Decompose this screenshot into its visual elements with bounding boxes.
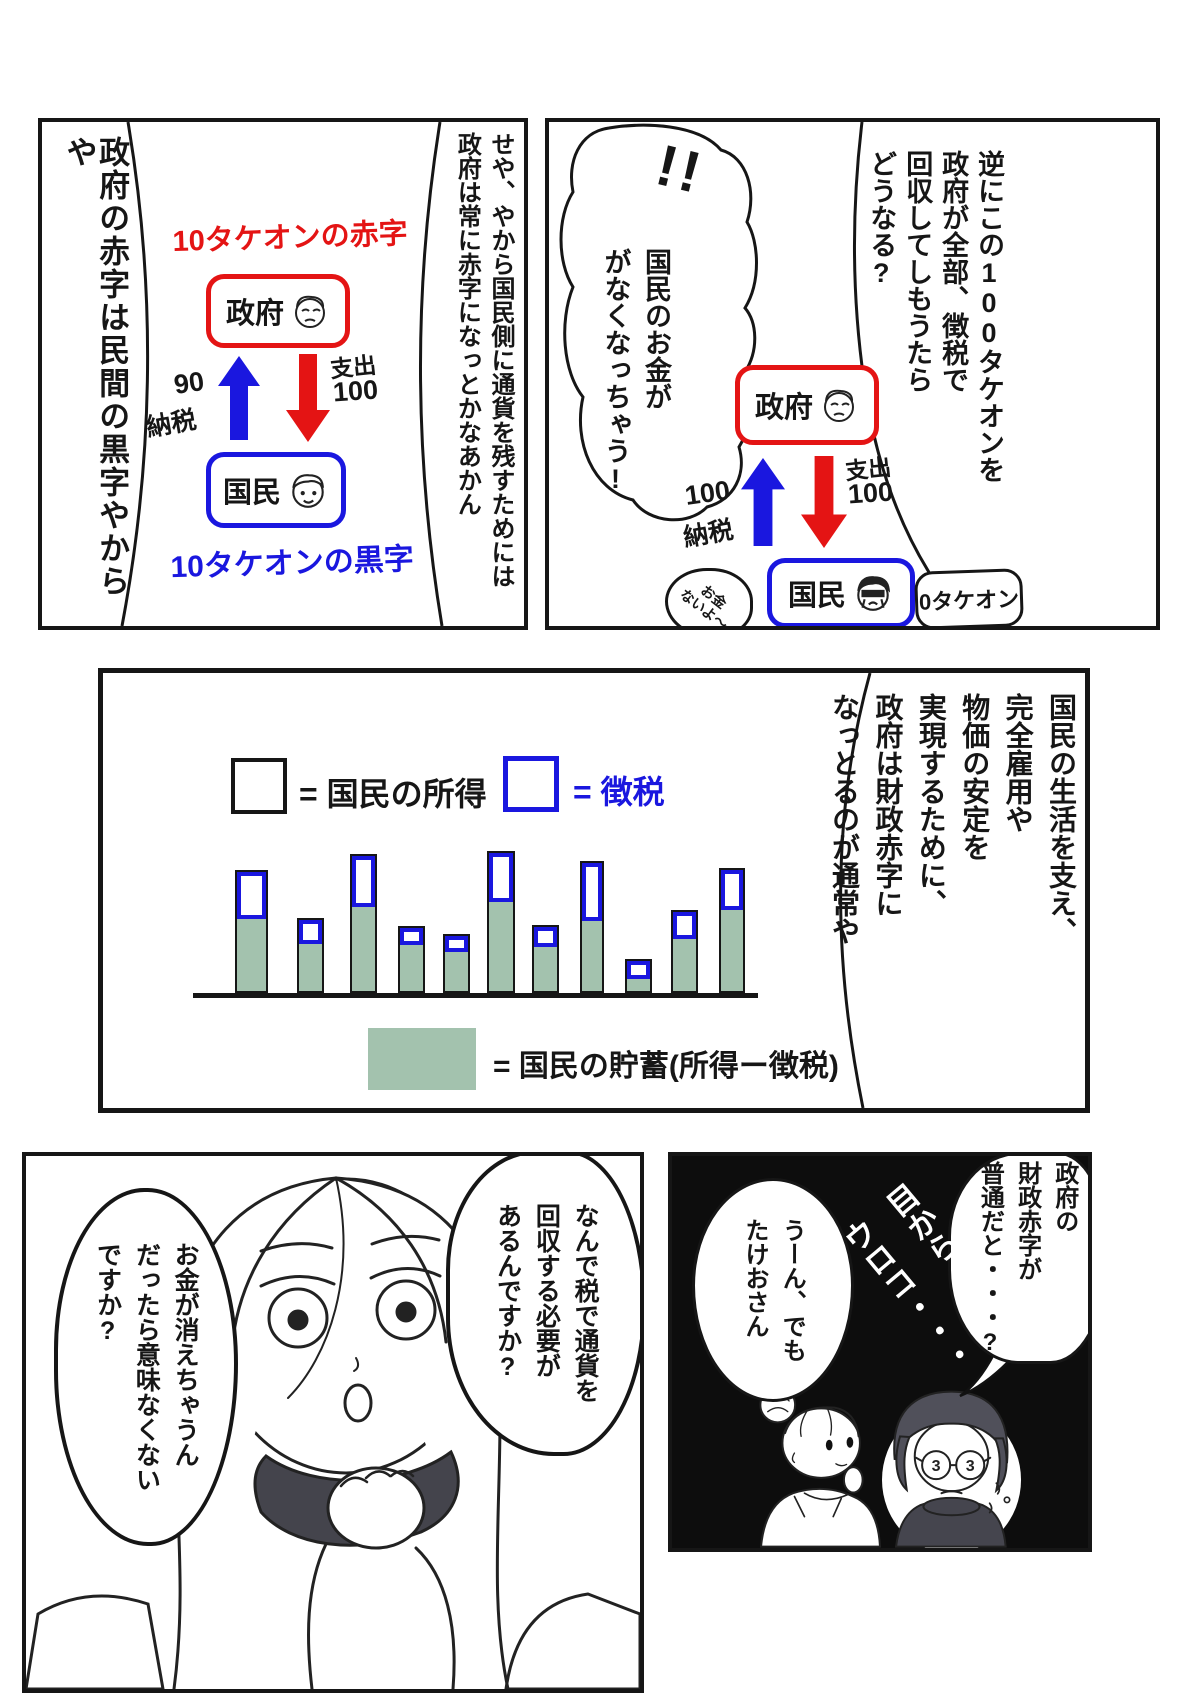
citizen-label: 国民 [787,580,846,612]
spend-amount: 100 [846,476,895,510]
savings-segment [352,907,375,991]
savings-segment [627,979,650,991]
shock-marks: !! [649,132,711,207]
gov-face-icon [824,389,854,422]
income-bar [580,861,604,993]
tax-segment [400,928,423,945]
speech-umm-takeo: うーん、でも たけおさん [741,1218,806,1362]
shout-no-money: 国民のお金が がなくなっちゃう! [600,248,672,494]
zero-takeon-bubble: 0タケオン [914,568,1024,626]
spend-amount: 100 [331,374,380,408]
tax-segment [299,920,322,944]
svg-text:3: 3 [966,1457,975,1475]
no-money-bubble: お金 ないよ〜 [665,568,753,630]
legend-savings-label: = 国民の貯蓄(所得ー徴税) [493,1050,839,1083]
tax-amount: 100 [683,475,732,511]
savings-segment [534,947,557,991]
tax-segment [445,936,468,952]
panel-chart: = 国民の所得 = 徴税 = 国民の貯蓄(所得ー徴税) 国民の生活を支え、 完全… [98,668,1090,1113]
tax-segment [721,870,743,910]
income-bar [350,854,377,993]
legend-income-label: = 国民の所得 [299,776,487,812]
gov-face-icon [295,295,325,328]
tax-word: 納税 [144,405,199,443]
savings-segment [582,921,602,991]
speech-deficit-normal-question: 政府の 財政赤字が 普通だと・・・? [976,1160,1078,1356]
tax-segment [489,853,513,902]
speech-bubble-deficit-normal: 政府の 財政赤字が 普通だと・・・? [948,1156,1088,1364]
savings-segment [299,944,322,991]
tax-segment [582,863,602,921]
legend-tax-swatch [503,756,559,812]
legend-tax-label: = 徴税 [573,774,665,810]
bar-chart [103,673,1085,993]
chart-baseline-axis [193,993,758,998]
no-money-text: お金 ないよ〜 [677,581,731,630]
tax-amount: 90 [171,366,206,400]
government-label: 政府 [754,392,813,424]
speech-keep-currency: せや、やから国民側に通貨を残すためには 政府は常に赤字になっとかなあかん [453,132,514,588]
citizen-box: 国民 [206,452,346,528]
spend-down-arrow-icon [286,354,330,442]
savings-segment [400,945,423,991]
speech-deficit-normal: 国民の生活を支え、 完全雇用や 物価の安定を 実現するために、 政府は財政赤字に… [829,693,1077,945]
legend-savings-swatch [368,1028,476,1090]
savings-segment [673,939,696,991]
income-bar [625,959,652,993]
tax-up-arrow-icon [218,356,260,440]
speech-bubble-pointless: お金が消えちゃうん だったら意味なくない ですか? [54,1188,238,1546]
surplus-label: 10タケオンの黒字 [169,542,415,585]
government-label: 政府 [225,298,284,330]
government-box: 政府 [735,365,879,445]
svg-text:3: 3 [932,1457,941,1475]
savings-segment [489,902,513,991]
speech-bubble-why-collect: なんで税で通貨を 回収する必要が あるんですか? [446,1156,640,1456]
tax-up-arrow-icon [741,458,785,546]
tax-segment [352,856,375,907]
deficit-label: 10タケオンの赤字 [171,217,409,259]
panel-bottom-left: なんで税で通貨を 回収する必要が あるんですか? お金が消えちゃうん だったら意… [22,1152,644,1693]
citizen-label: 国民 [222,477,281,509]
speech-why-collect: なんで税で通貨を 回収する必要が あるんですか? [493,1203,600,1403]
legend-income-swatch [231,758,287,814]
income-bar [235,870,268,993]
speech-collect-all: 逆にこの100タケオンを 政府が全部、徴税で 回収してしもうたら どうなる? [866,150,1004,483]
tax-word: 納税 [681,515,736,553]
panel-top-right: 逆にこの100タケオンを 政府が全部、徴税で 回収してしもうたら どうなる? !… [545,118,1160,630]
income-bar [532,925,559,993]
income-bar [398,926,425,993]
tax-segment [627,961,650,979]
headline-gov-deficit: 政府の赤字は民間の黒字やからや [61,136,130,598]
savings-segment [721,910,743,991]
tax-segment [673,912,696,939]
panel-top-left: 政府の赤字は民間の黒字やからや せや、やから国民側に通貨を残すためには 政府は常… [38,118,528,630]
spend-down-arrow-icon [801,456,847,548]
speech-pointless: お金が消えちゃうん だったら意味なくない ですか? [93,1242,200,1492]
citizen-face-icon [292,474,325,508]
income-bar [297,918,324,993]
tax-segment [237,872,266,919]
income-bar [719,868,745,993]
income-bar [487,851,515,993]
income-bar [443,934,470,993]
panel-bottom-right: 3 3 [668,1152,1092,1552]
savings-segment [237,919,266,991]
speech-bubble-umm-takeo: うーん、でも たけおさん [692,1178,854,1402]
citizen-crying-face-icon [857,576,891,611]
citizen-box: 国民 [767,558,915,626]
government-box: 政府 [206,274,350,348]
savings-segment [445,952,468,991]
zero-takeon-label: 0タケオン [918,586,1020,615]
tax-segment [534,927,557,947]
income-bar [671,910,698,993]
